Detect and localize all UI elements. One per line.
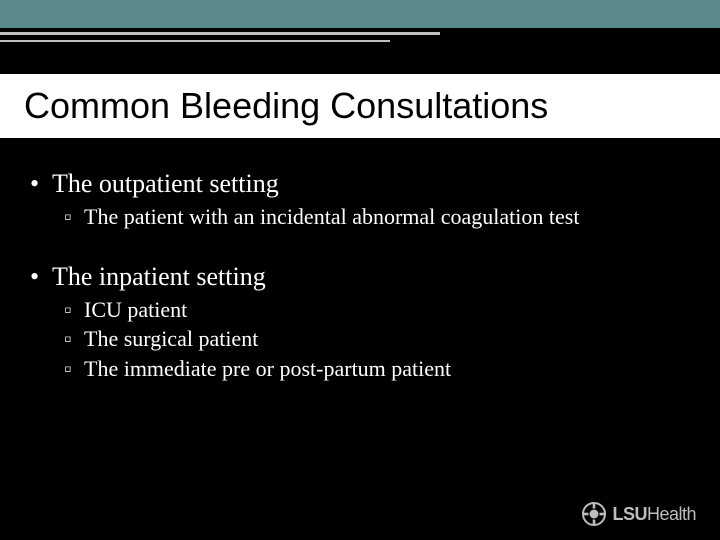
sub-bullet-mark: ▫ bbox=[64, 203, 84, 231]
sub-bullet-mark: ▫ bbox=[64, 296, 84, 324]
bullet-mark: • bbox=[30, 261, 52, 292]
bullet-level-1: • The inpatient setting bbox=[30, 261, 680, 292]
header-accent-bar bbox=[0, 0, 720, 28]
sub-bullet-text: The immediate pre or post-partum patient bbox=[84, 355, 451, 383]
sub-bullet-text: The surgical patient bbox=[84, 325, 258, 353]
logo-secondary: Health bbox=[647, 504, 696, 524]
sub-bullet-text: The patient with an incidental abnormal … bbox=[84, 203, 579, 231]
bullet-level-1: • The outpatient setting bbox=[30, 168, 680, 199]
slide-title: Common Bleeding Consultations bbox=[24, 85, 548, 127]
header-rule-1 bbox=[0, 32, 440, 35]
bullet-text: The inpatient setting bbox=[52, 261, 266, 292]
institution-logo: LSUHealth bbox=[582, 502, 696, 526]
spacer bbox=[30, 233, 680, 261]
title-band: Common Bleeding Consultations bbox=[0, 74, 720, 138]
header-rule-2 bbox=[0, 40, 390, 42]
sub-bullet-text: ICU patient bbox=[84, 296, 187, 324]
slide-body: • The outpatient setting ▫ The patient w… bbox=[30, 168, 680, 384]
bullet-level-2: ▫ The patient with an incidental abnorma… bbox=[64, 203, 680, 231]
bullet-mark: • bbox=[30, 168, 52, 199]
bullet-level-2: ▫ The immediate pre or post-partum patie… bbox=[64, 355, 680, 383]
logo-primary: LSU bbox=[612, 504, 647, 524]
logo-text: LSUHealth bbox=[612, 504, 696, 525]
bullet-text: The outpatient setting bbox=[52, 168, 279, 199]
sub-bullet-mark: ▫ bbox=[64, 325, 84, 353]
sub-bullet-mark: ▫ bbox=[64, 355, 84, 383]
bullet-level-2: ▫ ICU patient bbox=[64, 296, 680, 324]
bullet-level-2: ▫ The surgical patient bbox=[64, 325, 680, 353]
logo-icon bbox=[582, 502, 606, 526]
